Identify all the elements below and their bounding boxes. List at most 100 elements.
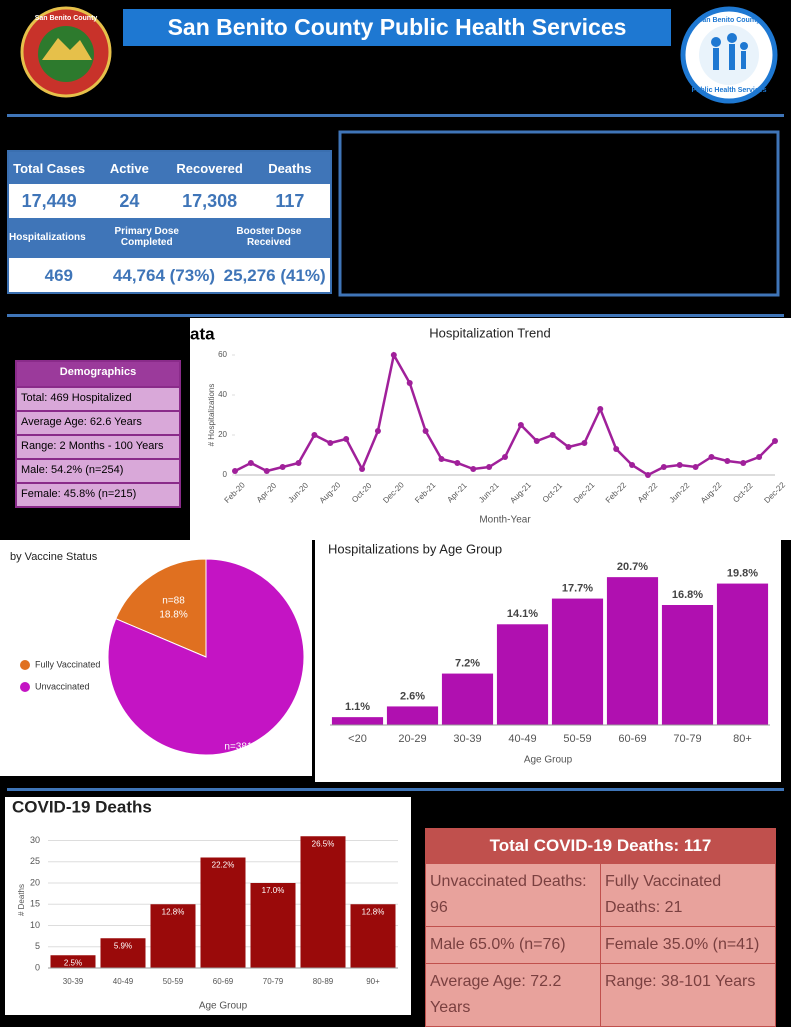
x-tick-label: 60-69 [213, 977, 234, 986]
deaths-cell: Male 65.0% (n=76) [430, 936, 566, 953]
bar [350, 904, 396, 968]
x-tick-label: 40-49 [508, 733, 536, 745]
point [359, 466, 366, 472]
point [470, 466, 477, 472]
point [692, 464, 699, 470]
stats-value: 44,764 (73%) [112, 266, 215, 285]
x-tick-label: <20 [348, 733, 367, 745]
demographics-item: Average Age: 62.6 Years [17, 410, 179, 434]
slice-percent: 82.2% [224, 756, 252, 767]
deaths-cell: Unvaccinated Deaths: 96 [430, 873, 587, 916]
deaths-row: Unvaccinated Deaths: 96 Fully Vaccinated … [426, 863, 775, 926]
bar [200, 857, 246, 968]
x-tick-label: 30-39 [63, 977, 84, 986]
demographics-box: Demographics Total: 469 Hospitalized Ave… [15, 360, 181, 508]
stats-header: Primary Dose Completed [114, 226, 179, 248]
point [279, 464, 286, 470]
point [533, 438, 540, 444]
right-logo-text: Public Health Services [691, 87, 766, 94]
point [247, 460, 254, 466]
point [756, 454, 763, 460]
point [724, 458, 731, 464]
stats-header-row: Hospitalizations Primary Dose Completed … [9, 218, 330, 256]
bar [150, 904, 196, 968]
x-tick-label: 50-59 [163, 977, 184, 986]
right-logo-text: San Benito County [698, 17, 761, 24]
value-label: 20.7% [617, 561, 648, 573]
point [644, 472, 651, 478]
y-tick-label: 40 [218, 390, 227, 399]
point [311, 432, 318, 438]
point [343, 436, 350, 442]
chart-title: COVID-19 Deaths [12, 797, 152, 816]
stats-value: 24 [119, 190, 140, 211]
deaths-summary: Total COVID-19 Deaths: 117 Unvaccinated … [425, 828, 776, 1027]
bar [300, 836, 346, 968]
y-tick-label: 25 [30, 856, 40, 866]
bar [386, 706, 439, 725]
stats-header: Recovered [176, 160, 243, 176]
stats-header: Deaths [268, 160, 312, 176]
right-logo-figures [711, 33, 748, 70]
percent-label: 12.8% [162, 907, 185, 916]
value-label: 2.6% [400, 690, 425, 702]
x-tick-label: 90+ [366, 977, 380, 986]
separator [7, 314, 784, 317]
separator [7, 114, 784, 117]
deaths-cell: Female 35.0% (n=41) [600, 927, 775, 963]
bar [50, 955, 96, 968]
deaths-row: Average Age: 72.2 Years Range: 38-101 Yea… [426, 963, 775, 1026]
x-tick-label: 70-79 [263, 977, 284, 986]
y-axis-label: # Deaths [17, 884, 26, 916]
point [613, 446, 620, 452]
value-label: 1.1% [345, 701, 370, 713]
value-label: 19.8% [727, 567, 758, 579]
legend-label: Unvaccinated [35, 681, 90, 691]
left-logo-hills [42, 38, 92, 60]
stats-header: Total Cases [13, 160, 86, 176]
chart-title: by Vaccine Status [10, 551, 98, 563]
bar [331, 717, 384, 725]
percent-label: 17.0% [262, 886, 285, 895]
point [565, 444, 572, 450]
x-axis-label: Age Group [199, 1001, 248, 1012]
stats-value-row: 17,449 24 17,308 117 [9, 184, 330, 218]
legend-swatch [20, 660, 30, 670]
x-tick-label: 20-29 [398, 733, 426, 745]
bar [100, 938, 146, 968]
point [581, 440, 588, 446]
deaths-cell: Fully Vaccinated Deaths: 21 [600, 864, 775, 926]
y-tick-label: 20 [218, 430, 227, 439]
line-panel [190, 318, 791, 540]
title-bar [123, 9, 671, 46]
chart-title: Hospitalizations by Age Group [328, 541, 502, 556]
bar [606, 577, 659, 725]
deaths-cell: Range: 38-101 Years [600, 964, 775, 1026]
bar [441, 673, 494, 725]
point [295, 460, 302, 466]
percent-label: 26.5% [312, 839, 335, 848]
x-axis-label: Month-Year [479, 515, 531, 526]
x-tick-label: 70-79 [673, 733, 701, 745]
x-tick-label: 80+ [733, 733, 752, 745]
y-tick-label: 10 [30, 920, 40, 930]
stats-value: 117 [275, 190, 305, 211]
bar [551, 598, 604, 725]
point [660, 464, 667, 470]
point [232, 468, 238, 474]
y-tick-label: 60 [218, 350, 227, 359]
value-label: 16.8% [672, 589, 703, 601]
section-fragment: ata [190, 324, 215, 343]
point [597, 406, 604, 412]
stats-value: 469 [44, 266, 73, 285]
point [374, 428, 381, 434]
point [263, 468, 270, 474]
percent-label: 12.8% [362, 907, 385, 916]
value-label: 17.7% [562, 582, 593, 594]
y-tick-label: 0 [223, 470, 228, 479]
x-tick-label: 30-39 [453, 733, 481, 745]
y-tick-label: 15 [30, 899, 40, 909]
stats-table: Total Cases Active Recovered Deaths 17,4… [7, 150, 332, 294]
